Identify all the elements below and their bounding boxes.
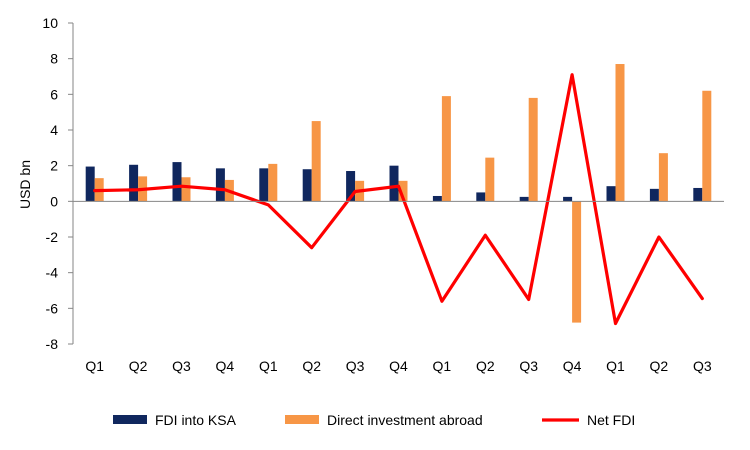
x-tick-label: Q3 <box>172 358 191 374</box>
x-tick-label: Q2 <box>650 358 669 374</box>
legend-net-fdi: Net FDI <box>542 412 635 428</box>
legend: FDI into KSA Direct investment abroad Net … <box>113 412 635 428</box>
net-fdi-line-group <box>93 73 704 326</box>
fdi-into-ksa-bar <box>389 165 399 202</box>
y-axis-label: USD bn <box>17 160 33 209</box>
x-tick-label: Q4 <box>563 358 582 374</box>
fdi-into-ksa-bar <box>259 168 269 202</box>
y-tick-label: -4 <box>46 265 59 281</box>
x-tick-label: Q3 <box>346 358 365 374</box>
y-axis: -8 -6 -4 -2 0 2 4 6 8 10 <box>42 15 74 352</box>
fdi-into-ksa-bar <box>519 196 529 202</box>
fdi-into-ksa-bar <box>215 168 225 202</box>
direct-investment-abroad-bar <box>398 180 408 202</box>
y-tick-label: 0 <box>50 193 58 209</box>
fdi-into-ksa-bar <box>346 171 356 202</box>
direct-investment-abroad-bar <box>702 90 712 202</box>
direct-investment-abroad-bar <box>181 177 191 202</box>
fdi-into-ksa-bar <box>129 164 139 202</box>
y-tick-label: -2 <box>46 229 59 245</box>
y-tick-label: -8 <box>46 336 59 352</box>
x-tick-label: Q1 <box>85 358 104 374</box>
direct-investment-abroad-bar <box>528 97 538 202</box>
fdi-into-ksa-bar <box>476 192 486 202</box>
legend-label: FDI into KSA <box>155 412 237 428</box>
legend-swatch <box>285 415 319 424</box>
legend-swatch <box>113 415 147 424</box>
fdi-into-ksa-bar <box>606 186 616 202</box>
x-tick-label: Q3 <box>519 358 538 374</box>
y-tick-label: 2 <box>50 158 58 174</box>
legend-direct-investment-abroad: Direct investment abroad <box>285 412 483 428</box>
fdi-into-ksa-bar <box>432 195 442 202</box>
legend-label: Direct investment abroad <box>327 412 483 428</box>
direct-investment-abroad-bar <box>615 64 625 202</box>
x-tick-label: Q4 <box>389 358 408 374</box>
legend-label: Net FDI <box>587 412 635 428</box>
x-tick-label: Q2 <box>302 358 321 374</box>
legend-fdi-into-ksa: FDI into KSA <box>113 412 237 428</box>
x-tick-label: Q1 <box>606 358 625 374</box>
y-tick-label: 8 <box>50 51 58 67</box>
direct-investment-abroad-bar <box>572 201 582 323</box>
bars <box>85 64 712 323</box>
y-tick-label: 4 <box>50 122 58 138</box>
x-tick-label: Q1 <box>433 358 452 374</box>
direct-investment-abroad-bar <box>268 163 278 202</box>
fdi-into-ksa-bar <box>302 169 312 202</box>
direct-investment-abroad-bar <box>485 157 495 202</box>
fdi-into-ksa-bar <box>85 166 95 202</box>
y-tick-label: -6 <box>46 300 59 316</box>
x-tick-label: Q1 <box>259 358 278 374</box>
direct-investment-abroad-bar <box>311 121 321 202</box>
direct-investment-abroad-bar <box>658 153 668 202</box>
fdi-into-ksa-bar <box>693 187 703 202</box>
x-tick-label: Q4 <box>216 358 235 374</box>
y-tick-label: 10 <box>42 15 58 31</box>
fdi-into-ksa-bar <box>649 188 659 202</box>
y-tick-label: 6 <box>50 86 58 102</box>
x-tick-label: Q2 <box>476 358 495 374</box>
fdi-into-ksa-bar <box>172 162 182 202</box>
direct-investment-abroad-bar <box>441 96 451 202</box>
x-axis: Q1 Q2 Q3 Q4 Q1 Q2 Q3 Q4 Q1 Q2 Q3 Q4 Q1 Q2 Q3 <box>73 200 724 374</box>
fdi-into-ksa-bar <box>563 196 573 202</box>
x-tick-label: Q2 <box>129 358 148 374</box>
x-tick-label: Q3 <box>693 358 712 374</box>
